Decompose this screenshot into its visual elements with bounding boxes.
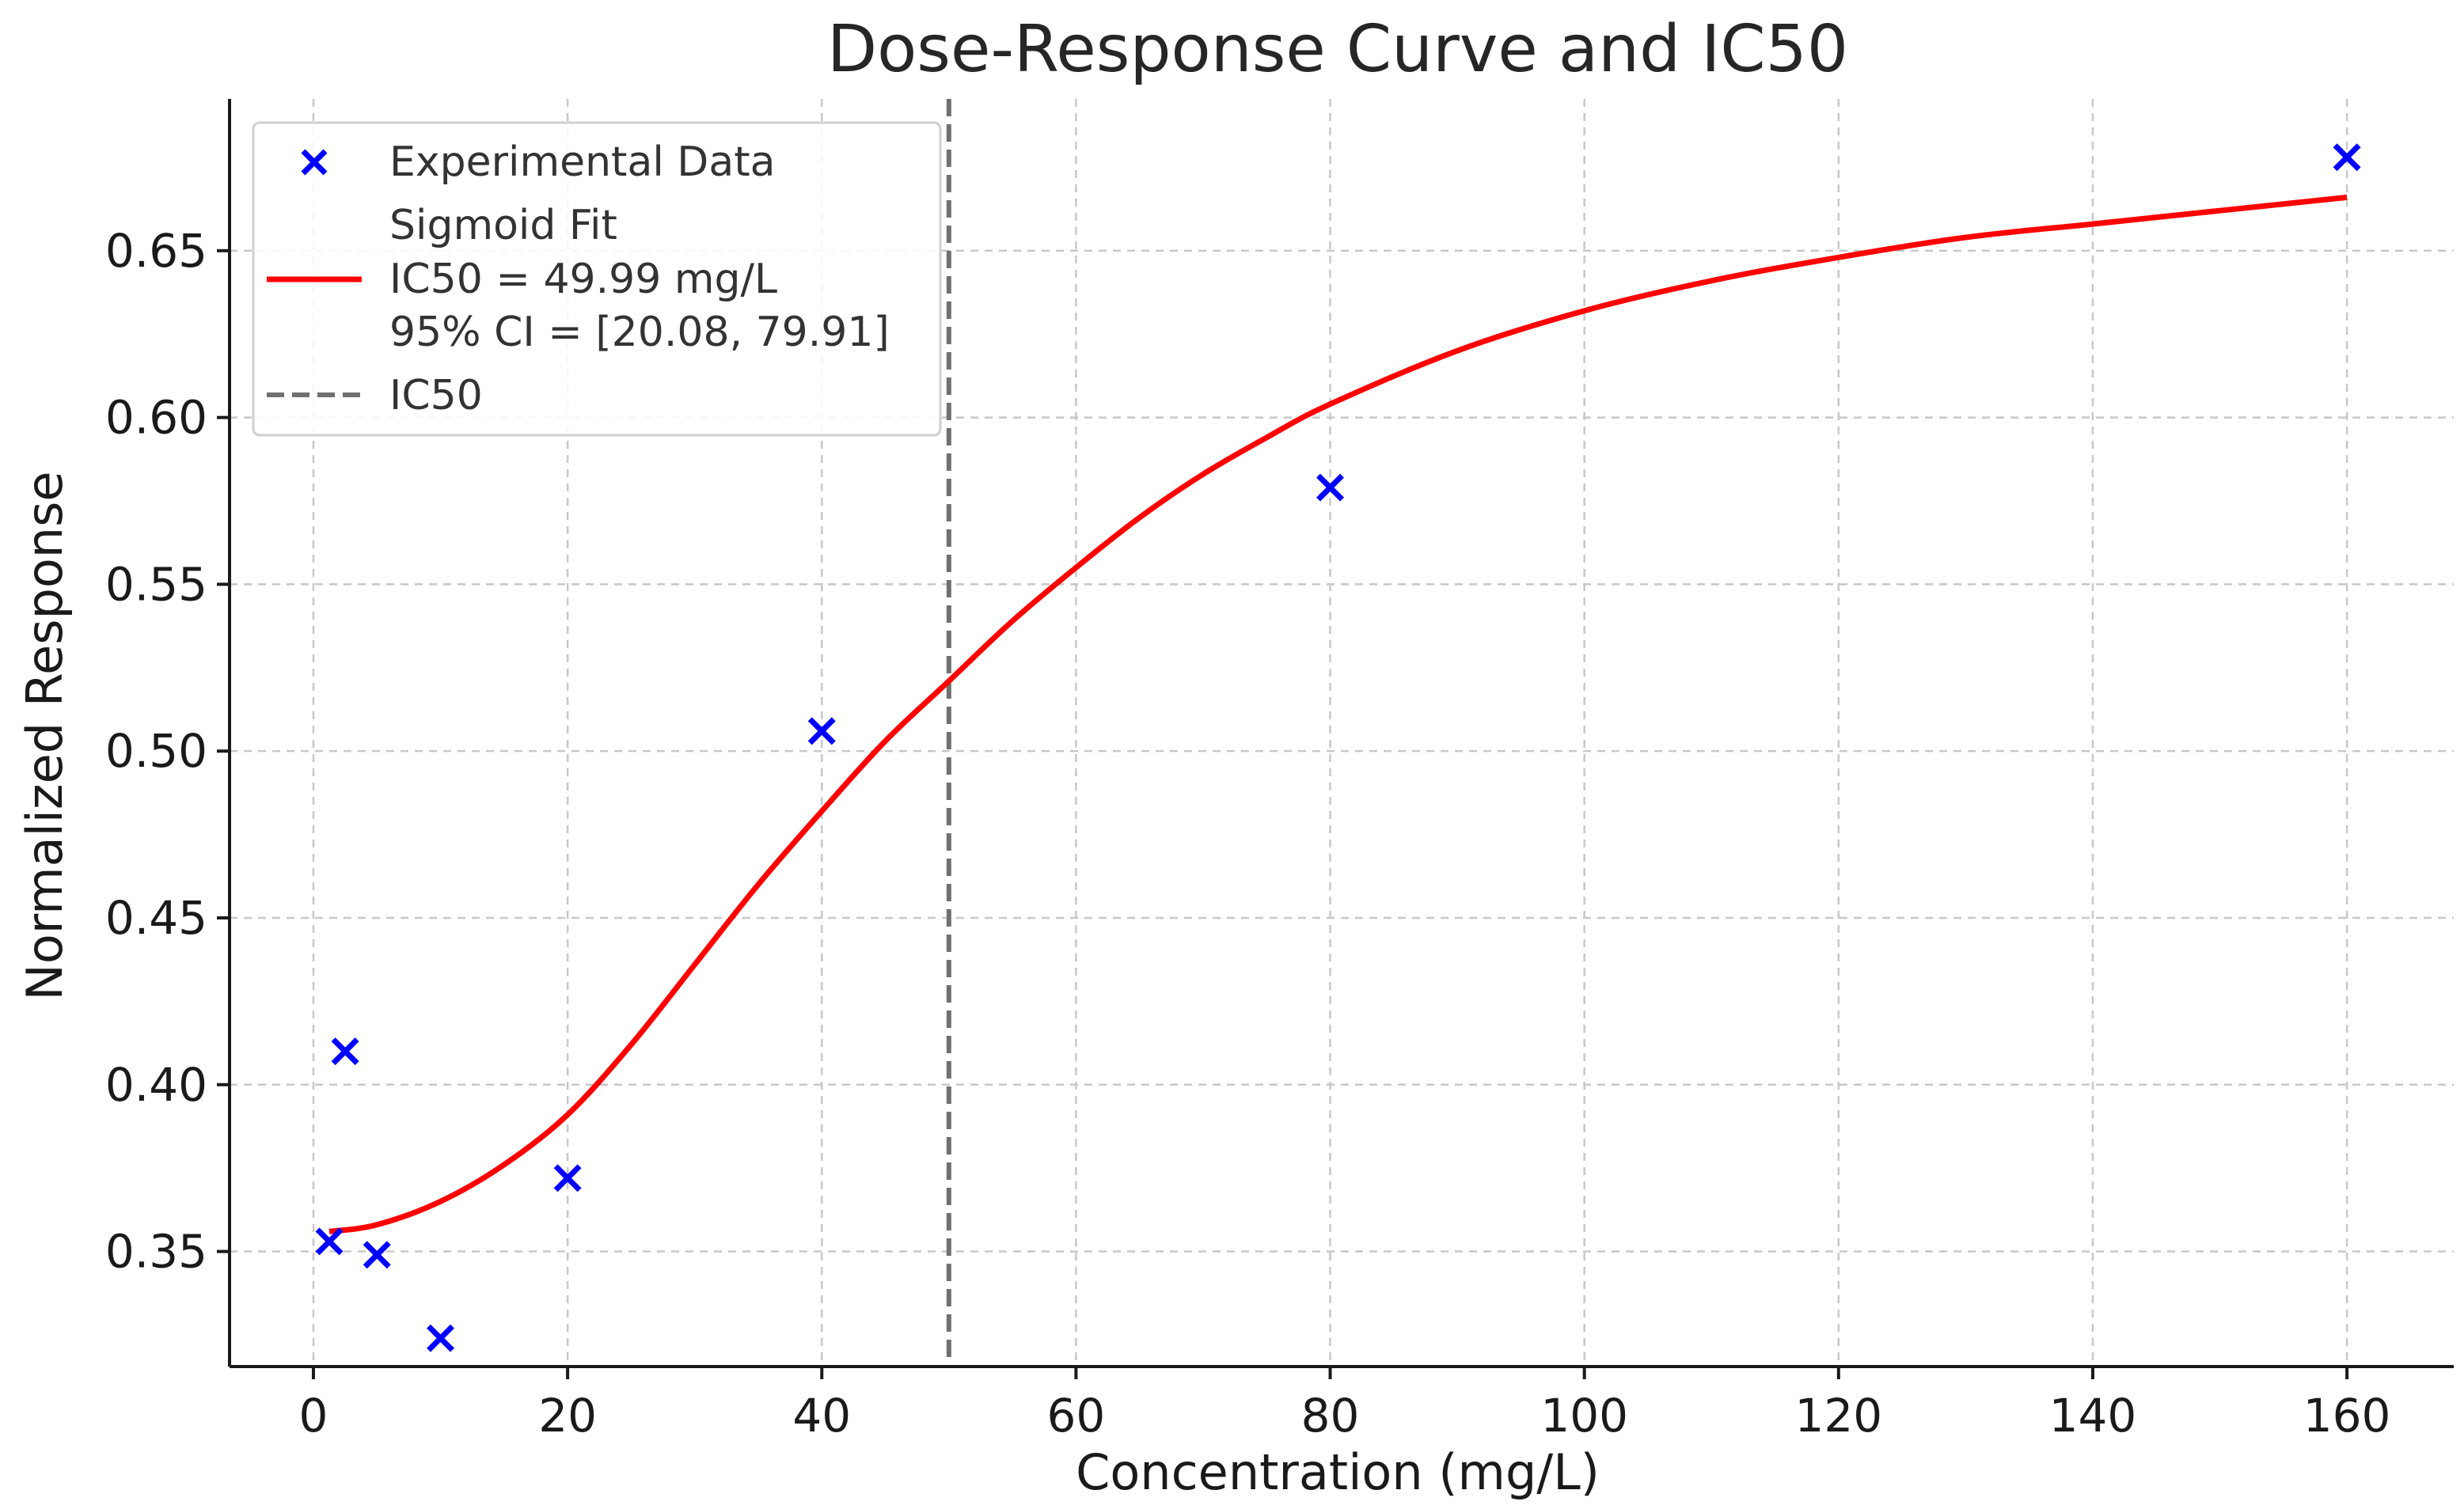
data-point — [807, 717, 836, 745]
legend: Experimental Data Sigmoid Fit IC50 = 49.99… — [252, 121, 942, 437]
y-tick-label: 0.65 — [105, 224, 207, 278]
x-tick-label: 160 — [2303, 1389, 2391, 1443]
data-point — [427, 1324, 455, 1352]
data-point — [2333, 143, 2361, 172]
y-tick-label: 0.55 — [105, 557, 207, 611]
data-point — [315, 1227, 344, 1256]
data-point — [363, 1241, 391, 1269]
axes — [228, 99, 2454, 1368]
y-tick-label: 0.45 — [105, 891, 207, 945]
x-tick-label: 140 — [2049, 1389, 2137, 1443]
data-point — [553, 1164, 582, 1192]
y-tick-label: 0.50 — [105, 724, 207, 778]
legend-label-fit: 95% CI = [20.08, 79.91] — [389, 309, 890, 356]
y-axis-label: Normalized Response — [16, 471, 74, 1000]
x-tick-label: 20 — [538, 1389, 597, 1443]
x-tick-label: 0 — [299, 1389, 328, 1443]
x-tick-label: 60 — [1046, 1389, 1105, 1443]
legend-marker-x — [301, 149, 328, 176]
legend-label-experimental: Experimental Data — [389, 138, 775, 186]
x-tick-label: 80 — [1301, 1389, 1360, 1443]
sigmoid-fit-group — [328, 194, 2348, 1234]
sigmoid-fit-line — [328, 194, 2348, 1234]
x-axis-label: Concentration (mg/L) — [1076, 1443, 1600, 1501]
y-tick-label: 0.35 — [105, 1225, 207, 1279]
y-ticks: 0.35 0.40 0.45 0.50 0.55 0.60 0.65 — [105, 224, 230, 1279]
legend-label-fit: IC50 = 49.99 mg/L — [389, 256, 777, 303]
data-points-group — [315, 143, 2361, 1352]
legend-label-ic50: IC50 — [389, 372, 483, 419]
legend-label-fit: Sigmoid Fit — [389, 202, 617, 249]
data-point — [331, 1037, 359, 1066]
data-point — [1316, 473, 1345, 502]
x-tick-label: 100 — [1540, 1389, 1628, 1443]
chart-title: Dose-Response Curve and IC50 — [827, 12, 1848, 87]
x-tick-label: 120 — [1794, 1389, 1882, 1443]
legend-box — [252, 121, 942, 437]
y-tick-label: 0.40 — [105, 1058, 207, 1112]
y-tick-label: 0.60 — [105, 391, 207, 445]
x-ticks: 0 20 40 60 80 100 120 140 160 — [299, 1367, 2391, 1443]
x-tick-label: 40 — [792, 1389, 851, 1443]
